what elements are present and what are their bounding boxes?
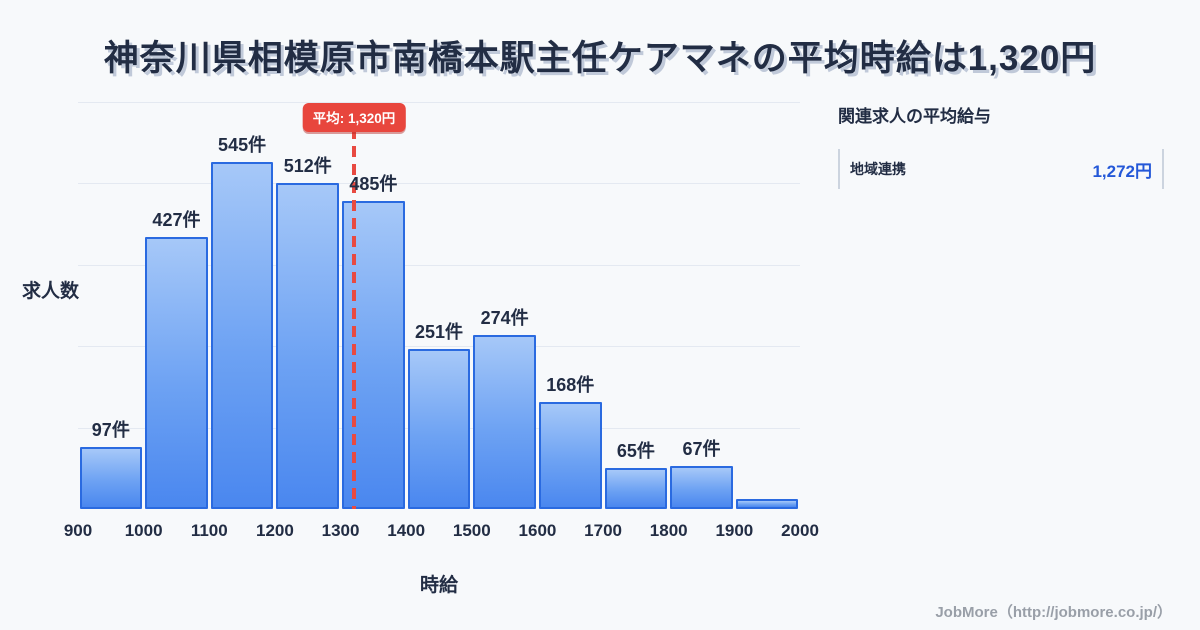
bar-value-label: 427件 [152, 210, 201, 231]
x-tick-label: 1800 [649, 521, 688, 540]
related-salary-value: 1,272円 [1092, 161, 1152, 181]
bar-value-label: 251件 [414, 322, 464, 343]
page-title: 神奈川県相模原市南橋本駅主任ケアマネの平均時給は1,320円 [103, 39, 1097, 78]
histogram-bar [735, 499, 799, 509]
histogram-bar [473, 334, 536, 509]
gridline [78, 264, 800, 266]
bar-value-label: 512件 [283, 156, 332, 177]
side-panel-heading: 関連求人の平均給与 [838, 107, 991, 126]
histogram-bar [604, 467, 668, 509]
x-tick-label: 1200 [255, 521, 294, 540]
x-tick-label: 1400 [387, 521, 426, 540]
x-tick-label: 900 [63, 521, 93, 540]
x-tick-label: 1500 [452, 521, 491, 540]
histogram-bar [407, 349, 471, 509]
x-tick-label: 1300 [321, 521, 360, 540]
gridline [78, 102, 800, 103]
y-axis-title: 求人数 [22, 281, 80, 302]
x-tick-label: 1700 [584, 521, 622, 540]
footer-credit: JobMore（http://jobmore.co.jp/） [935, 604, 1172, 621]
histogram-bar [145, 237, 208, 509]
average-wage-badge: 平均: 1,320円 [302, 103, 406, 132]
x-tick-label: 1900 [715, 521, 754, 540]
bar-value-label: 67件 [682, 439, 721, 460]
plot-area: 97件 427件 545件 512件 485件 251件 274件 168件 65件 67件 [78, 102, 800, 509]
x-tick-label: 1100 [190, 521, 228, 540]
related-salary-label: 地域連携 [850, 161, 906, 177]
x-tick-label: 1000 [124, 521, 163, 540]
bar-value-label: 545件 [218, 135, 267, 156]
related-salary-row: 地域連携 1,272円 [838, 149, 1164, 189]
histogram-bar [79, 447, 143, 509]
bar-value-label: 168件 [546, 375, 595, 396]
bar-value-label: 274件 [480, 307, 529, 328]
x-axis-title: 時給 [419, 575, 458, 596]
histogram-bar [538, 402, 602, 509]
bar-value-label: 485件 [349, 173, 398, 194]
x-axis-ticks: 900 1000 1100 1200 1300 1400 1500 1600 1700 1800 1… [64, 521, 819, 543]
average-line [351, 128, 356, 509]
x-tick-label: 2000 [781, 521, 819, 540]
bar-value-label: 65件 [616, 440, 655, 461]
x-tick-label: 1600 [518, 521, 557, 540]
bar-value-label: 97件 [91, 420, 130, 441]
histogram-bar [210, 162, 274, 509]
histogram-bar [276, 183, 340, 509]
histogram-bar [670, 466, 733, 509]
gridline [78, 183, 800, 185]
gridline [78, 346, 800, 348]
related-jobs-panel: 関連求人の平均給与 地域連携 1,272円 [838, 102, 1164, 189]
